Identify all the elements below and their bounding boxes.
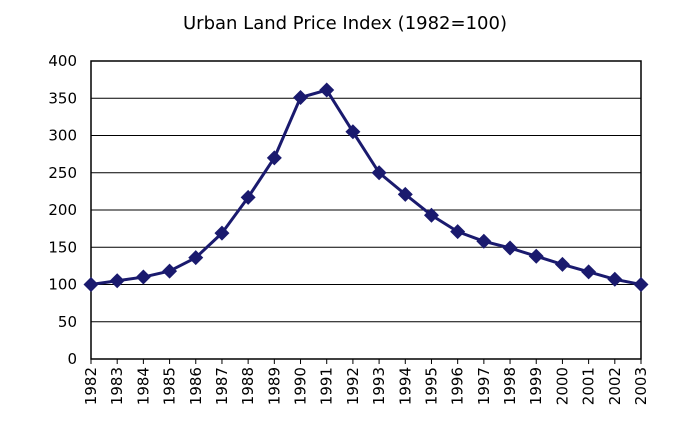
data-point-2003: [633, 277, 649, 292]
y-axis-ticks: 0 50 100 150 200 250 300 350 400: [48, 52, 77, 368]
x-tick-label: 1994: [396, 367, 414, 405]
data-point-1988: [240, 189, 256, 205]
y-tick-label: 300: [48, 127, 77, 145]
x-tick-label: 1992: [344, 367, 362, 405]
y-tick-label: 0: [67, 350, 77, 368]
y-tick-label: 200: [48, 201, 77, 219]
data-point-1989: [266, 150, 282, 166]
data-point-1990: [293, 90, 309, 106]
x-tick-label: 1987: [213, 367, 231, 405]
x-tick-label: 1997: [475, 367, 493, 405]
series-line: [90, 88, 642, 286]
x-tick-label: 2002: [606, 367, 624, 405]
data-point-1986: [188, 250, 204, 266]
x-tick-label: 1989: [265, 367, 283, 405]
data-point-2002: [607, 271, 623, 287]
x-tick-label: 1988: [239, 367, 257, 405]
x-tick-label: 1983: [108, 367, 126, 405]
data-point-1992: [345, 124, 361, 140]
y-tick-label: 100: [48, 276, 77, 294]
data-point-1993: [371, 165, 387, 181]
x-tick-label: 1993: [370, 367, 388, 405]
data-point-1982: [83, 277, 99, 292]
x-tick-label: 1986: [187, 367, 205, 405]
y-tick-label: 150: [48, 238, 77, 256]
x-axis-ticks: 1982 1983 1984 1985 1986 1987 1988 1989 1990 1991…: [82, 359, 650, 405]
y-tick-label: 50: [58, 313, 77, 331]
data-point-1987: [214, 225, 230, 241]
x-tick-label: 1982: [82, 367, 100, 405]
data-point-1997: [476, 233, 492, 249]
data-point-1985: [162, 263, 178, 279]
x-tick-label: 2000: [553, 367, 571, 405]
x-tick-label: 1999: [527, 367, 545, 405]
data-point-2000: [554, 256, 570, 272]
data-point-1996: [450, 224, 466, 240]
data-point-1998: [502, 240, 518, 256]
x-tick-label: 1985: [161, 367, 179, 405]
data-point-2001: [581, 264, 597, 280]
data-point-1991: [319, 82, 335, 98]
x-tick-label: 1984: [134, 367, 152, 405]
x-tick-label: 1990: [292, 367, 310, 405]
x-tick-label: 2003: [632, 367, 650, 405]
x-tick-label: 1991: [318, 367, 336, 405]
data-point-1984: [135, 269, 151, 285]
data-point-1994: [397, 186, 413, 202]
data-point-1995: [423, 207, 439, 223]
y-tick-label: 350: [48, 89, 77, 107]
x-tick-label: 1996: [449, 367, 467, 405]
gridlines: [91, 97, 641, 323]
x-tick-label: 1998: [501, 367, 519, 405]
series: [83, 82, 649, 292]
chart-title: Urban Land Price Index (1982=100): [183, 13, 507, 34]
x-tick-label: 1995: [422, 367, 440, 405]
data-point-1999: [528, 248, 544, 264]
data-point-1983: [109, 273, 125, 289]
y-tick-label: 400: [48, 52, 77, 70]
y-tick-label: 250: [48, 164, 77, 182]
x-tick-label: 2001: [580, 367, 598, 405]
